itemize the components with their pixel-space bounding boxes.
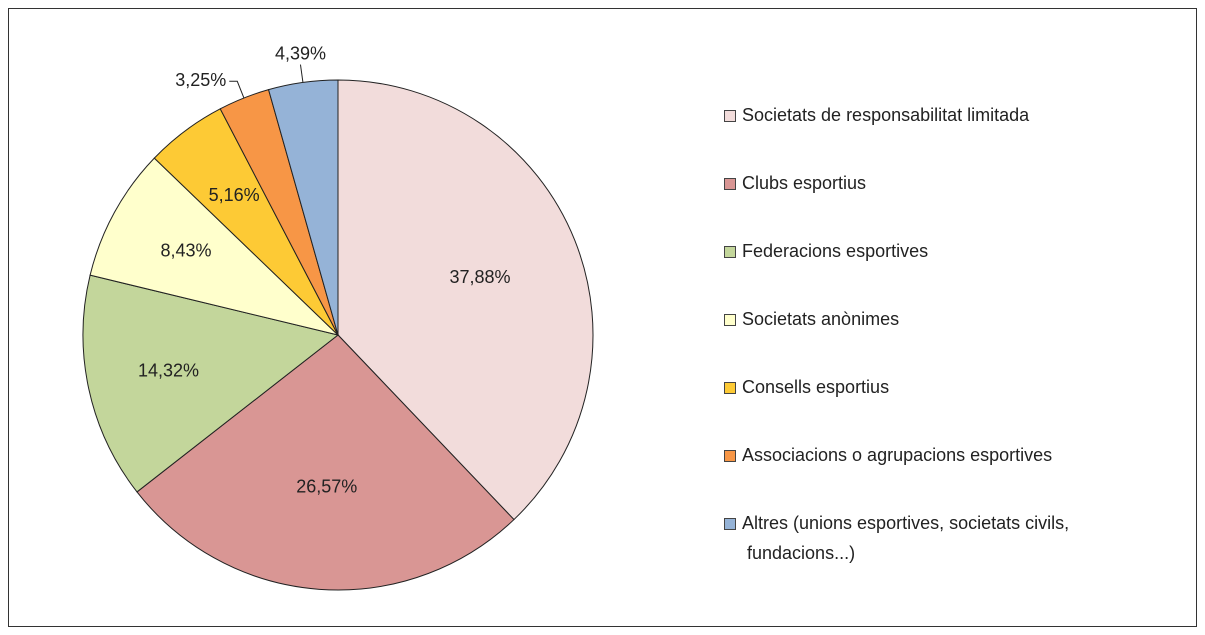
data-label: 4,39%: [275, 43, 326, 63]
data-label: 37,88%: [450, 267, 511, 287]
pie-slice: [136, 334, 515, 591]
leader-line: [299, 64, 304, 83]
pie-slice: [89, 157, 340, 336]
frame: [8, 8, 1197, 627]
legend-label: Consells esportius: [742, 377, 889, 397]
legend-label: Clubs esportius: [742, 173, 866, 193]
legend-label: Federacions esportives: [742, 241, 928, 261]
legend-label: Altres (unions esportives, societats civ…: [742, 513, 1069, 563]
legend-label: Associacions o agrupacions esportives: [742, 445, 1052, 465]
legend-swatch: [724, 178, 736, 190]
data-label: 26,57%: [296, 476, 357, 496]
legend-swatch: [724, 518, 736, 530]
legend-swatch: [724, 110, 736, 122]
pie-slice: [337, 79, 594, 521]
leader-line: [229, 80, 245, 99]
legend-swatch: [724, 450, 736, 462]
pie-slice: [82, 274, 340, 493]
data-label: 14,32%: [138, 360, 199, 380]
legend-label: Societats anònimes: [742, 309, 899, 329]
legend-swatch: [724, 314, 736, 326]
data-label: 3,25%: [175, 70, 226, 90]
legend-swatch: [724, 246, 736, 258]
legend-swatch: [724, 382, 736, 394]
legend-label: Societats de responsabilitat limitada: [742, 105, 1030, 125]
data-label: 5,16%: [209, 185, 260, 205]
data-label: 8,43%: [160, 240, 211, 260]
